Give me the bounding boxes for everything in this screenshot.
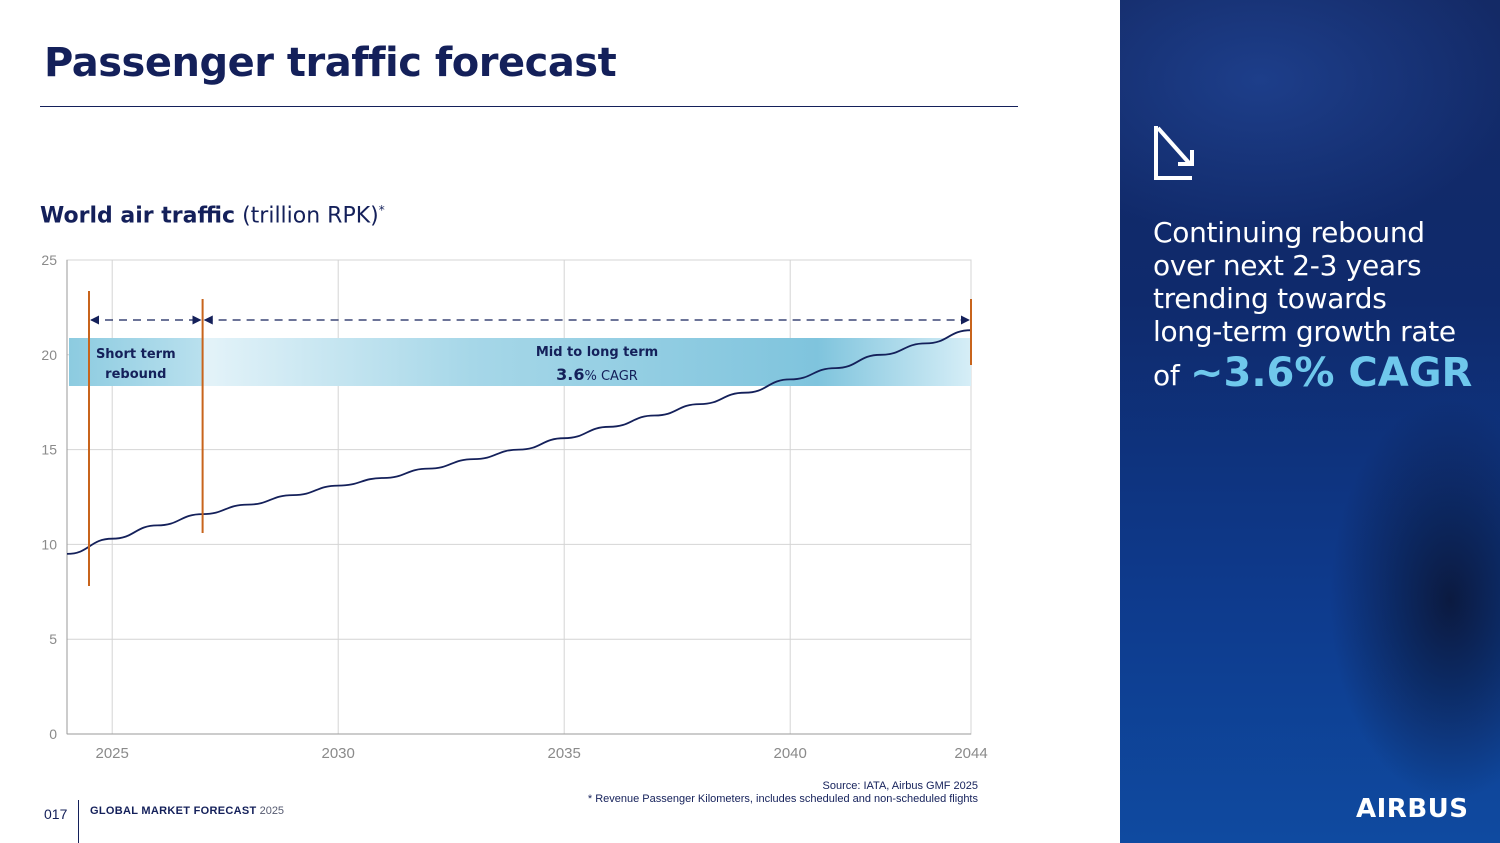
airbus-logo: AIRBUS	[1356, 794, 1469, 824]
footer-title-text: GLOBAL MARKET FORECAST	[90, 805, 257, 817]
short-term-band	[69, 338, 203, 386]
y-tick-label: 0	[49, 726, 57, 742]
y-tick-label: 10	[41, 536, 57, 552]
short-term-label-line-2: rebound	[105, 367, 166, 382]
mid-long-term-label: Mid to long term	[536, 345, 658, 360]
side-text-line-1: Continuing rebound	[1153, 216, 1425, 249]
chart-heading: World air traffic (trillion RPK)*	[40, 203, 385, 228]
chart-heading-units: (trillion RPK)	[242, 203, 379, 229]
x-tick-label: 2030	[322, 745, 355, 762]
traffic-line	[66, 329, 972, 555]
footer-title: GLOBAL MARKET FORECAST 2025	[90, 805, 284, 817]
y-tick-label: 5	[49, 631, 57, 647]
short-term-label-line-1: Short term	[96, 347, 176, 362]
y-tick-label: 15	[41, 442, 57, 458]
cagr-highlight: ~3.6% CAGR	[1190, 350, 1473, 396]
chart-source-notes: Source: IATA, Airbus GMF 2025 * Revenue …	[588, 780, 978, 806]
x-tick-label: 2040	[774, 745, 807, 762]
footer-divider	[78, 800, 79, 843]
arrow-down-right-icon	[1154, 126, 1194, 180]
chart-heading-bold: World air traffic	[40, 203, 236, 229]
title-divider	[40, 106, 1018, 107]
footnote-line: * Revenue Passenger Kilometers, includes…	[587, 793, 978, 805]
chart-heading-footnote-mark: *	[378, 203, 385, 217]
world-air-traffic-chart: Short term rebound Mid to long term 3.6% CA…	[41, 252, 987, 762]
side-panel-text: Continuing rebound over next 2-3 years t…	[1153, 216, 1483, 392]
y-tick-label: 25	[41, 252, 57, 268]
page-number: 017	[44, 806, 68, 822]
side-text-line-2: over next 2-3 years	[1153, 249, 1422, 282]
page-title: Passenger traffic forecast	[44, 40, 617, 86]
x-tick-label: 2044	[954, 745, 987, 762]
x-tick-label: 2025	[96, 745, 129, 762]
mid-long-term-band	[202, 338, 972, 386]
footer-year: 2025	[259, 805, 285, 817]
rate-value: 3.6	[556, 365, 584, 384]
source-line: Source: IATA, Airbus GMF 2025	[822, 780, 979, 792]
side-text-line-4: long-term growth rate	[1153, 315, 1456, 348]
rate-unit: % CAGR	[585, 369, 638, 384]
mid-long-term-rate: 3.6% CAGR	[556, 365, 638, 384]
side-panel-background	[1120, 0, 1500, 843]
side-text-line-3: trending towards	[1153, 282, 1387, 315]
side-text-prefix: of	[1153, 359, 1180, 392]
x-tick-label: 2035	[548, 745, 581, 762]
y-tick-label: 20	[41, 347, 57, 363]
